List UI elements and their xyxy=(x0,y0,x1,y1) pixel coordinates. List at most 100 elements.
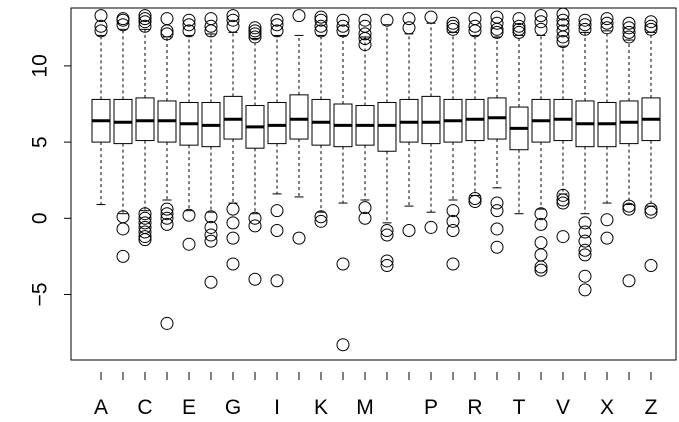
outlier-point xyxy=(314,10,328,24)
outlier-point xyxy=(600,12,614,26)
box-D xyxy=(157,12,177,330)
outlier-point xyxy=(336,19,350,33)
outlier-point xyxy=(446,22,460,36)
outlier-point xyxy=(270,274,284,288)
outlier-point xyxy=(204,12,218,26)
box-O xyxy=(399,12,419,237)
outlier-point xyxy=(490,222,504,236)
outlier-point xyxy=(468,12,482,26)
box-L xyxy=(333,13,353,352)
outlier-point xyxy=(534,22,548,36)
outlier-point xyxy=(622,30,636,44)
outlier-point xyxy=(578,248,592,262)
outlier-point xyxy=(138,19,152,33)
outlier-point xyxy=(600,213,614,227)
outlier-point xyxy=(270,24,284,38)
outlier-point xyxy=(248,30,262,44)
outlier-point xyxy=(358,19,372,33)
outlier-point xyxy=(336,24,350,38)
outlier-point xyxy=(314,214,328,228)
y-tick-label: 10 xyxy=(29,54,52,77)
outlier-point xyxy=(160,12,174,26)
box-T xyxy=(509,12,529,215)
outlier-point xyxy=(204,210,218,224)
box-N xyxy=(377,13,397,273)
outlier-point xyxy=(314,210,328,224)
outlier-point xyxy=(424,220,438,234)
outlier-point xyxy=(336,338,350,352)
outlier-point xyxy=(512,25,526,39)
outlier-point xyxy=(138,233,152,247)
outlier-point xyxy=(226,216,240,230)
outlier-point xyxy=(160,217,174,231)
outlier-point xyxy=(138,9,152,23)
outlier-point xyxy=(534,207,548,221)
outlier-point xyxy=(270,18,284,32)
outlier-point xyxy=(556,230,570,244)
x-tick-label: M xyxy=(356,396,374,419)
outlier-point xyxy=(138,211,152,225)
outlier-point xyxy=(644,205,658,219)
outlier-point xyxy=(490,16,504,30)
y-tick-label: 0 xyxy=(29,212,52,224)
box-Z xyxy=(641,15,661,273)
outlier-point xyxy=(512,19,526,33)
box-X xyxy=(597,12,617,245)
outlier-point xyxy=(248,21,262,35)
outlier-point xyxy=(248,272,262,286)
outlier-point xyxy=(116,18,130,32)
box-U xyxy=(531,9,551,277)
box-F xyxy=(201,12,221,289)
x-tick-label: P xyxy=(424,396,438,419)
outlier-point xyxy=(248,27,262,41)
outlier-point xyxy=(160,211,174,225)
outlier-point xyxy=(380,254,394,268)
outlier-point xyxy=(94,9,108,23)
outlier-point xyxy=(490,10,504,24)
outlier-point xyxy=(600,231,614,245)
outlier-point xyxy=(314,24,328,38)
outlier-point xyxy=(358,38,372,52)
outlier-point xyxy=(534,263,548,277)
iqr-box xyxy=(223,95,243,140)
outlier-point xyxy=(292,9,306,23)
outlier-point xyxy=(490,240,504,254)
outlier-point xyxy=(402,223,416,237)
outlier-point xyxy=(358,13,372,27)
x-tick-label: C xyxy=(137,396,152,419)
outlier-point xyxy=(380,223,394,237)
outlier-point xyxy=(270,223,284,237)
outlier-point xyxy=(358,201,372,215)
outlier-point xyxy=(226,19,240,33)
box-S xyxy=(487,10,507,254)
plot-layer xyxy=(91,7,661,352)
outlier-point xyxy=(534,260,548,274)
outlier-point xyxy=(204,19,218,33)
outlier-point xyxy=(204,220,218,234)
x-tick-label: R xyxy=(467,396,482,419)
iqr-box xyxy=(421,95,441,145)
x-tick-label: E xyxy=(182,396,196,419)
outlier-point xyxy=(446,223,460,237)
outlier-point xyxy=(380,259,394,273)
outlier-point xyxy=(160,207,174,221)
outlier-point xyxy=(446,257,460,271)
outlier-point xyxy=(226,9,240,23)
outlier-point xyxy=(622,21,636,35)
outlier-point xyxy=(248,219,262,233)
outlier-point xyxy=(160,27,174,41)
outlier-point xyxy=(402,12,416,26)
box-M xyxy=(355,13,375,225)
outlier-point xyxy=(270,13,284,27)
outlier-point xyxy=(182,18,196,32)
outlier-point xyxy=(600,21,614,35)
iqr-box xyxy=(289,94,309,140)
outlier-point xyxy=(578,283,592,297)
outlier-point xyxy=(226,231,240,245)
iqr-box xyxy=(135,97,155,142)
outlier-point xyxy=(578,22,592,36)
outlier-point xyxy=(358,211,372,225)
outlier-point xyxy=(622,199,636,213)
outlier-point xyxy=(204,234,218,248)
outlier-point xyxy=(644,202,658,216)
